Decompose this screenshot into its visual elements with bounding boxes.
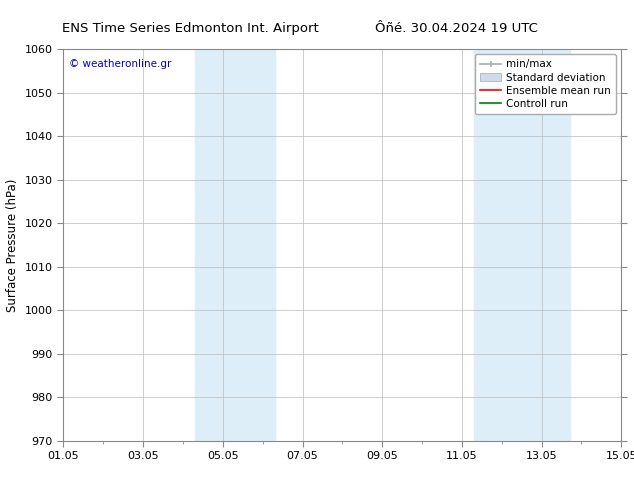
Text: ENS Time Series Edmonton Int. Airport: ENS Time Series Edmonton Int. Airport bbox=[62, 22, 318, 35]
Bar bbox=[195, 49, 275, 441]
Bar bbox=[474, 49, 569, 441]
Text: Ôñé. 30.04.2024 19 UTC: Ôñé. 30.04.2024 19 UTC bbox=[375, 22, 538, 35]
Text: © weatheronline.gr: © weatheronline.gr bbox=[69, 59, 171, 69]
Y-axis label: Surface Pressure (hPa): Surface Pressure (hPa) bbox=[6, 178, 19, 312]
Legend: min/max, Standard deviation, Ensemble mean run, Controll run: min/max, Standard deviation, Ensemble me… bbox=[475, 54, 616, 114]
